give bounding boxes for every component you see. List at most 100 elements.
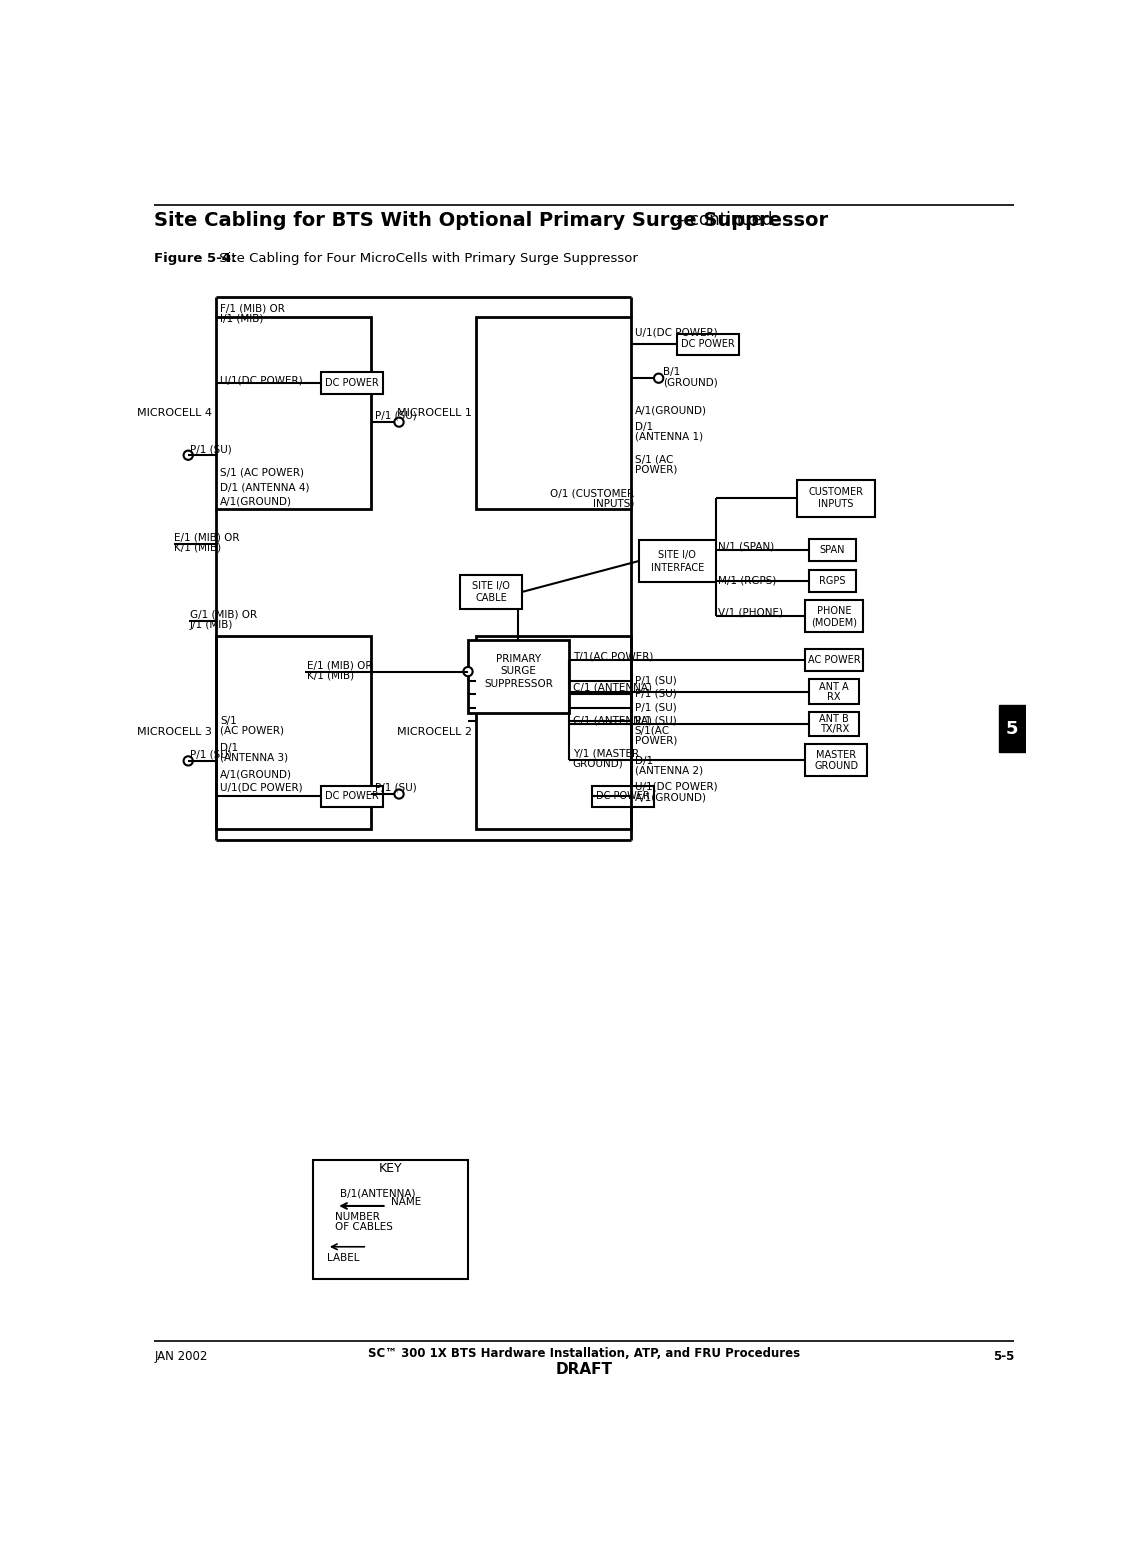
Text: SITE I/O: SITE I/O — [472, 581, 511, 591]
Text: CUSTOMER: CUSTOMER — [808, 486, 864, 497]
Text: CABLE: CABLE — [475, 592, 507, 603]
Circle shape — [463, 667, 473, 676]
Circle shape — [184, 757, 193, 766]
Text: (ANTENNA 3): (ANTENNA 3) — [220, 752, 288, 763]
Text: INPUTS): INPUTS) — [593, 499, 635, 508]
Text: N/1 (SPAN): N/1 (SPAN) — [718, 541, 774, 552]
Text: TX/RX: TX/RX — [820, 724, 849, 735]
Text: SC™ 300 1X BTS Hardware Installation, ATP, and FRU Procedures: SC™ 300 1X BTS Hardware Installation, AT… — [368, 1347, 800, 1360]
Text: P/1 (SU): P/1 (SU) — [375, 410, 417, 421]
Text: U/1(DC POWER): U/1(DC POWER) — [220, 376, 302, 385]
Text: D/1: D/1 — [220, 743, 238, 752]
Bar — [217, 317, 372, 510]
Text: ANT B: ANT B — [820, 715, 849, 724]
Bar — [805, 650, 863, 671]
Text: T/1(AC POWER): T/1(AC POWER) — [572, 651, 653, 660]
Bar — [677, 334, 739, 356]
Text: B/1: B/1 — [663, 367, 681, 378]
Text: NAME: NAME — [391, 1197, 421, 1207]
Text: SPAN: SPAN — [820, 545, 845, 555]
Text: J/1 (MIB): J/1 (MIB) — [189, 620, 234, 629]
Text: INPUTS: INPUTS — [819, 499, 854, 510]
Text: NUMBER: NUMBER — [335, 1212, 380, 1221]
Text: A/1(GROUND): A/1(GROUND) — [220, 769, 292, 780]
Text: P/1 (SU): P/1 (SU) — [375, 783, 417, 793]
Bar — [469, 640, 569, 713]
Text: (ANTENNA 1): (ANTENNA 1) — [635, 432, 702, 441]
Text: 5-5: 5-5 — [993, 1349, 1015, 1363]
Text: K/1 (MIB): K/1 (MIB) — [307, 670, 353, 681]
Text: (MODEM): (MODEM) — [812, 617, 857, 628]
Text: SURGE: SURGE — [500, 665, 536, 676]
Bar — [805, 744, 868, 777]
Bar — [809, 570, 855, 592]
Text: (AC POWER): (AC POWER) — [220, 726, 284, 737]
Text: K/1 (MIB): K/1 (MIB) — [174, 542, 221, 553]
Text: S/1: S/1 — [220, 716, 237, 726]
Text: D/1: D/1 — [635, 755, 653, 766]
Text: RX: RX — [828, 692, 841, 702]
Text: S/1 (AC: S/1 (AC — [635, 454, 673, 465]
Text: D/1: D/1 — [635, 421, 653, 432]
Text: RGPS: RGPS — [819, 575, 846, 586]
Circle shape — [654, 373, 663, 382]
Text: MICROCELL 1: MICROCELL 1 — [397, 407, 472, 418]
Text: DC POWER: DC POWER — [682, 339, 735, 350]
Bar — [797, 480, 874, 517]
Text: I/1 (MIB): I/1 (MIB) — [220, 314, 263, 323]
Text: U/1(DC POWER): U/1(DC POWER) — [220, 783, 302, 793]
Text: PRIMARY: PRIMARY — [496, 654, 542, 664]
Text: LABEL: LABEL — [327, 1253, 359, 1262]
Bar — [320, 785, 383, 807]
Circle shape — [184, 451, 193, 460]
Text: S/1 (AC POWER): S/1 (AC POWER) — [220, 468, 304, 479]
Bar — [999, 706, 1026, 752]
Text: ANT A: ANT A — [820, 682, 849, 692]
Bar — [475, 317, 630, 510]
Text: Site Cabling for BTS With Optional Primary Surge Suppressor: Site Cabling for BTS With Optional Prima… — [154, 211, 829, 230]
Text: AC POWER: AC POWER — [808, 656, 861, 665]
Text: P/1 (SU): P/1 (SU) — [635, 676, 676, 685]
Text: C/1 (ANTENNA): C/1 (ANTENNA) — [572, 682, 652, 693]
Text: D/1 (ANTENNA 4): D/1 (ANTENNA 4) — [220, 483, 309, 493]
Text: E/1 (MIB) OR: E/1 (MIB) OR — [174, 533, 239, 542]
Text: DC POWER: DC POWER — [325, 378, 378, 388]
Text: C/1 (ANTENNA): C/1 (ANTENNA) — [572, 715, 652, 726]
Bar — [592, 785, 654, 807]
Text: MICROCELL 3: MICROCELL 3 — [138, 727, 212, 738]
Text: SITE I/O: SITE I/O — [658, 550, 697, 559]
Text: PHONE: PHONE — [817, 606, 852, 615]
Text: GROUND: GROUND — [814, 761, 858, 771]
Text: DC POWER: DC POWER — [325, 791, 378, 802]
Text: MASTER: MASTER — [816, 749, 856, 760]
Text: P/1 (SU): P/1 (SU) — [635, 688, 676, 699]
Text: KEY: KEY — [378, 1162, 402, 1175]
Text: G/1 (MIB) OR: G/1 (MIB) OR — [189, 609, 256, 620]
Text: P/1 (SU): P/1 (SU) — [635, 702, 676, 713]
Text: MICROCELL 2: MICROCELL 2 — [397, 727, 472, 738]
Bar — [314, 1159, 469, 1279]
Bar — [638, 539, 716, 583]
Text: F/1 (MIB) OR: F/1 (MIB) OR — [220, 305, 285, 314]
Text: (GROUND): (GROUND) — [663, 378, 718, 387]
Text: SUPPRESSOR: SUPPRESSOR — [484, 679, 553, 688]
Text: U/1(DC POWER): U/1(DC POWER) — [635, 782, 717, 791]
Text: M/1 (RGPS): M/1 (RGPS) — [718, 575, 776, 586]
Bar — [809, 679, 860, 704]
Text: POWER): POWER) — [635, 735, 677, 744]
Text: – continued: – continued — [671, 211, 773, 230]
Text: DRAFT: DRAFT — [556, 1361, 613, 1377]
Text: INTERFACE: INTERFACE — [651, 563, 703, 572]
Bar — [809, 539, 855, 561]
Text: P/1 (SU): P/1 (SU) — [189, 749, 231, 760]
Text: POWER): POWER) — [635, 465, 677, 474]
Bar — [475, 636, 630, 828]
Text: MICROCELL 4: MICROCELL 4 — [137, 407, 212, 418]
Text: OF CABLES: OF CABLES — [335, 1221, 392, 1232]
Circle shape — [394, 418, 404, 427]
Text: DC POWER: DC POWER — [596, 791, 650, 802]
Text: S/1(AC: S/1(AC — [635, 726, 670, 735]
Text: Figure 5-4:: Figure 5-4: — [154, 252, 236, 266]
Bar — [461, 575, 522, 609]
Text: V/1 (PHONE): V/1 (PHONE) — [718, 608, 783, 617]
